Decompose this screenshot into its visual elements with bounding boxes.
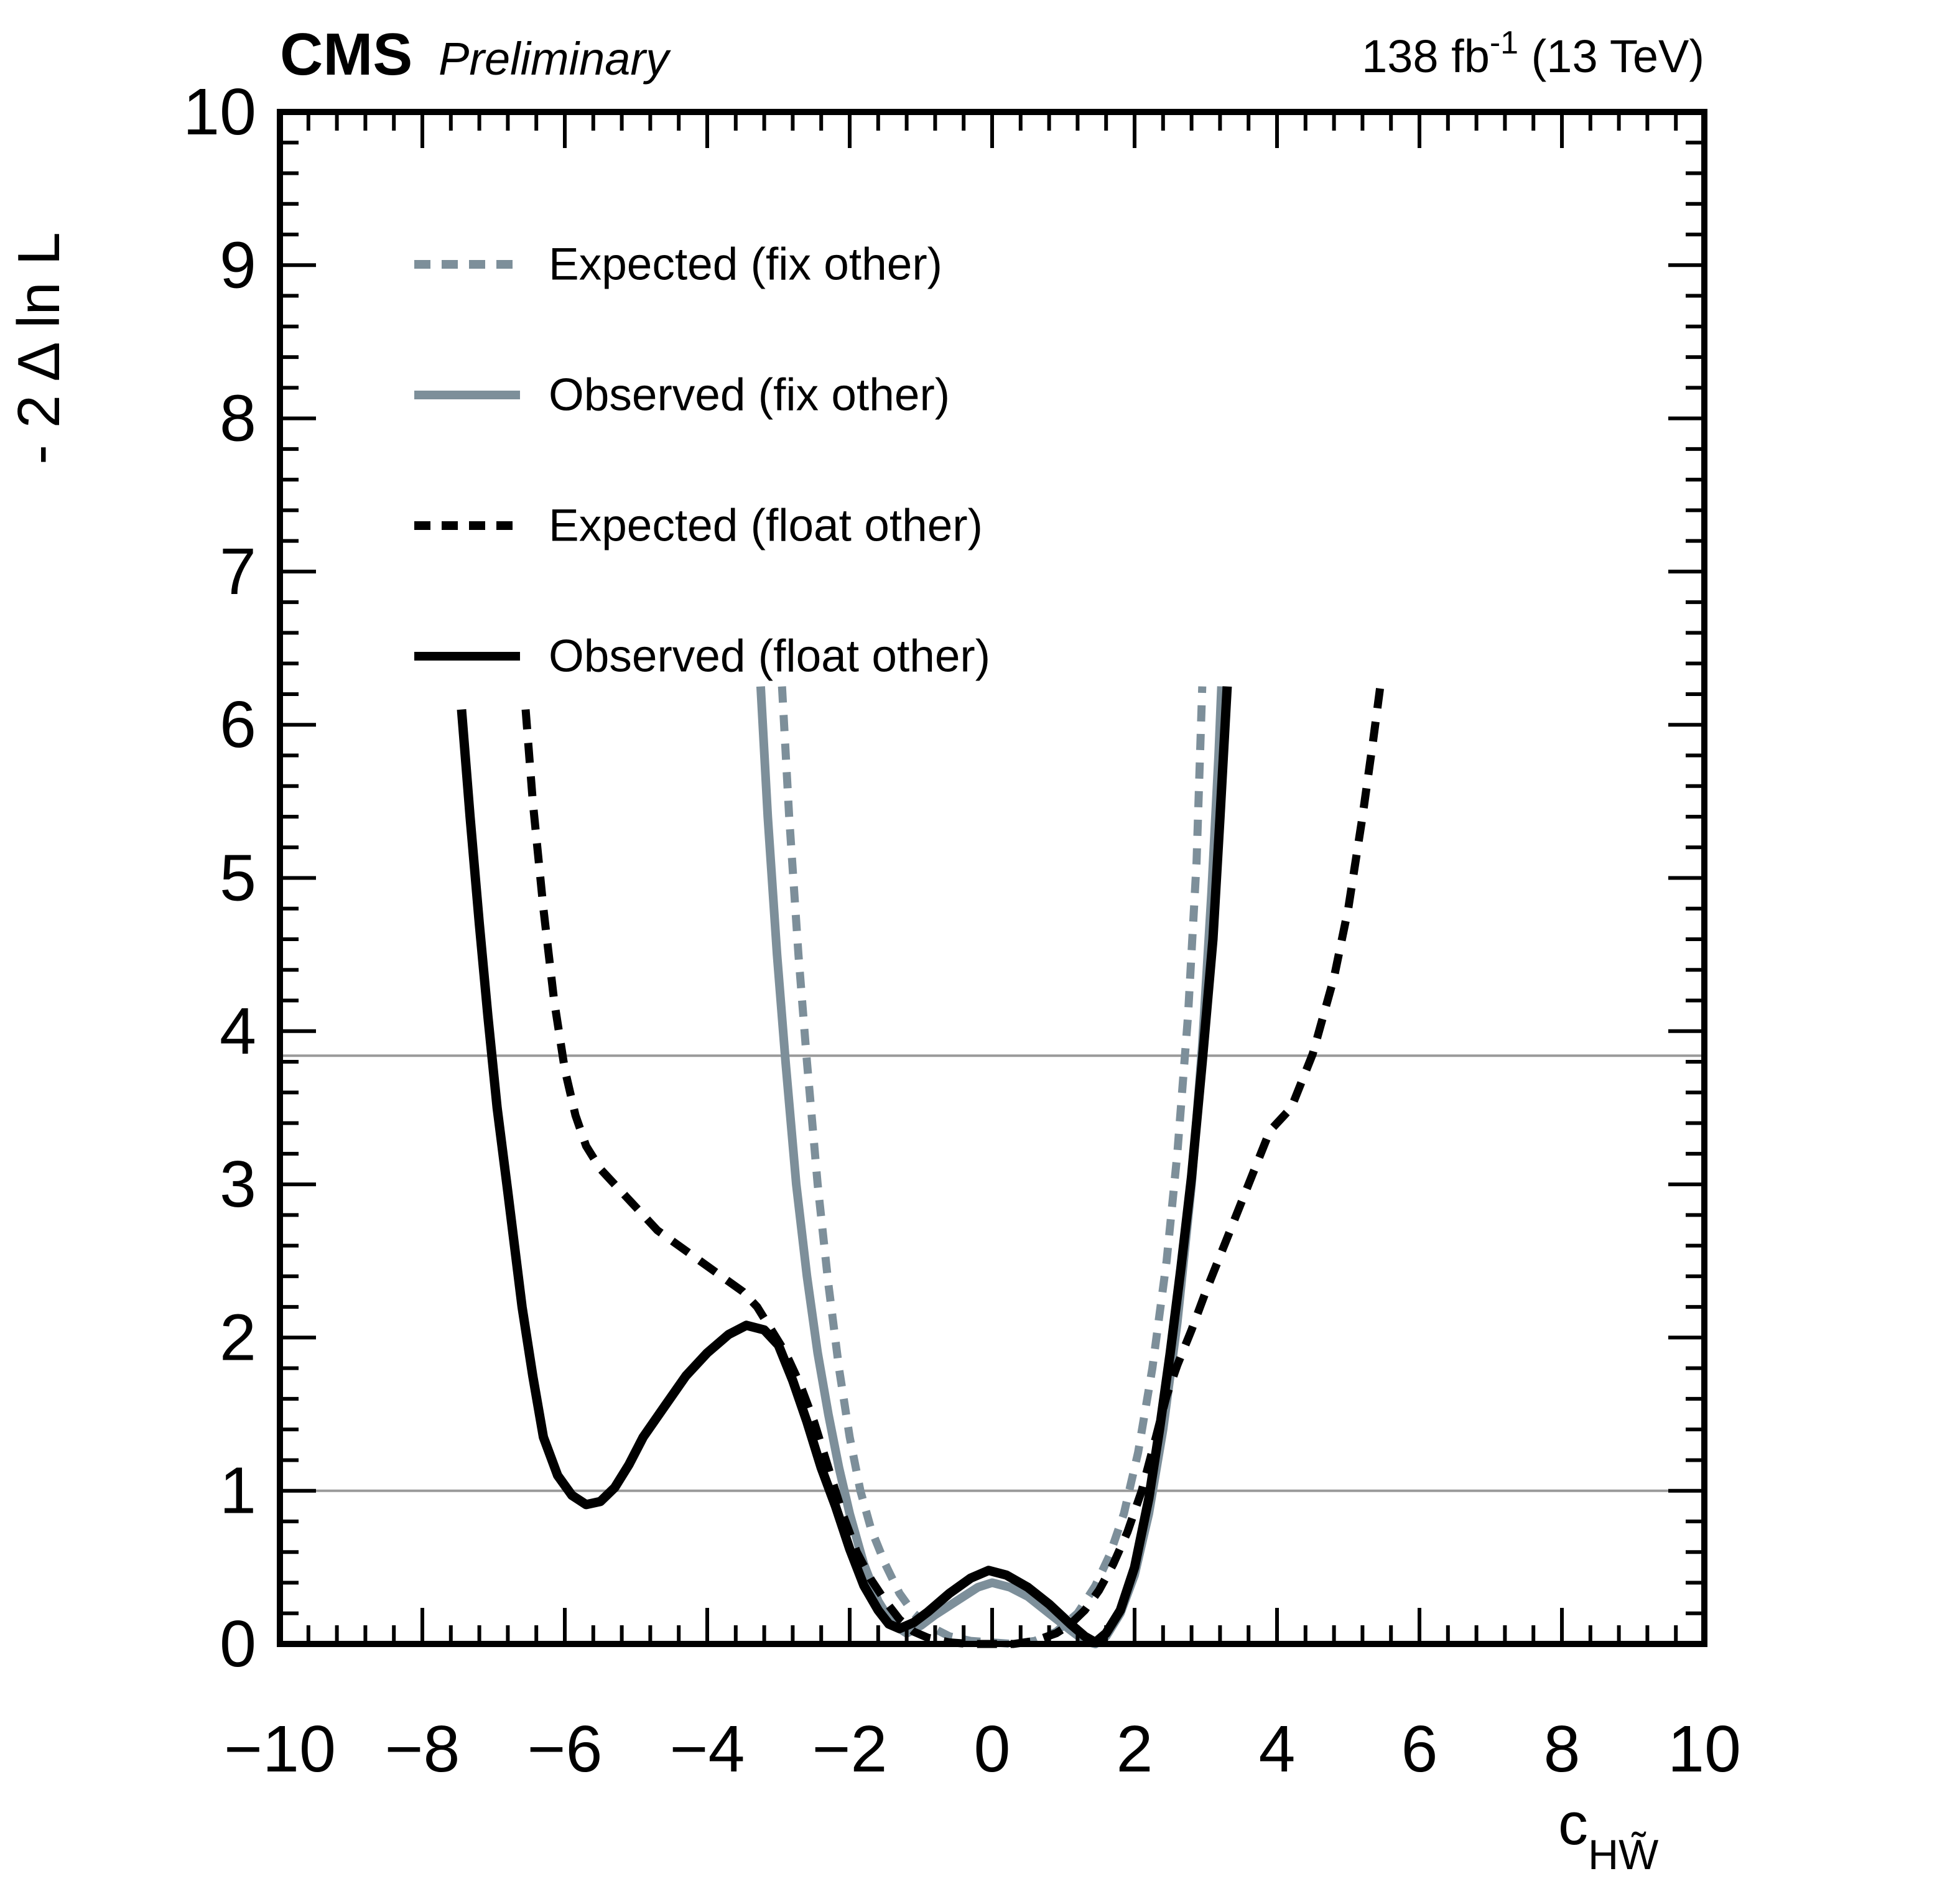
y-tick-label: 5 <box>220 842 256 915</box>
x-tick-label: 0 <box>974 1712 1011 1786</box>
y-tick-label: 4 <box>220 995 256 1068</box>
x-axis-title-subscript: HW̃ <box>1588 1831 1658 1878</box>
x-tick-label: 2 <box>1117 1712 1153 1786</box>
x-tick-label: 8 <box>1544 1712 1581 1786</box>
energy-label: (13 TeV) <box>1518 30 1704 82</box>
x-tick-label: −10 <box>224 1712 336 1786</box>
cms-label: CMS <box>280 21 412 88</box>
y-tick-label: 8 <box>220 382 256 455</box>
curve-observed-float-other <box>457 686 1232 1647</box>
x-tick-label: −6 <box>527 1712 603 1786</box>
ticks-group <box>278 110 1706 1646</box>
reference-lines-group <box>280 1054 1704 1492</box>
plot-frame <box>277 109 1707 1647</box>
y-tick-labels-group: 0 1 2 3 4 5 6 7 8 9 10 <box>183 75 256 1681</box>
curves-group <box>457 685 1385 1648</box>
y-tick-label: 1 <box>220 1454 256 1528</box>
legend: Expected (fix other) Observed (fix other)… <box>414 239 990 682</box>
x-tick-label: −8 <box>385 1712 460 1786</box>
lumi-value: 138 fb <box>1362 30 1490 82</box>
y-tick-label: 9 <box>220 228 256 302</box>
luminosity-label: 138 fb-1 (13 TeV) <box>1362 25 1704 82</box>
x-tick-labels-group: −10 −8 −6 −4 −2 0 2 4 6 8 10 <box>224 1712 1741 1786</box>
x-tick-label: −2 <box>812 1712 888 1786</box>
y-tick-label: 0 <box>220 1607 256 1681</box>
legend-label: Observed (float other) <box>549 631 990 682</box>
legend-label: Expected (float other) <box>549 501 983 551</box>
preliminary-label: Preliminary <box>439 33 671 85</box>
y-axis-title: - 2 Δ ln L <box>6 232 72 465</box>
x-tick-label: 10 <box>1668 1712 1741 1786</box>
legend-label: Expected (fix other) <box>549 239 942 290</box>
y-tick-label: 3 <box>220 1148 256 1221</box>
y-tick-label: 6 <box>220 688 256 761</box>
x-tick-label: 4 <box>1259 1712 1296 1786</box>
x-tick-label: 6 <box>1401 1712 1438 1786</box>
x-axis-title-main: c <box>1558 1791 1588 1857</box>
legend-label: Observed (fix other) <box>549 370 950 420</box>
lumi-exponent: -1 <box>1490 25 1518 61</box>
y-tick-label: 2 <box>220 1301 256 1374</box>
x-tick-label: −4 <box>670 1712 745 1786</box>
y-tick-label: 7 <box>220 535 256 608</box>
y-tick-label: 10 <box>183 75 256 149</box>
curve-expected-float-other <box>521 685 1385 1648</box>
x-axis-title: cHW̃ <box>1558 1791 1658 1878</box>
